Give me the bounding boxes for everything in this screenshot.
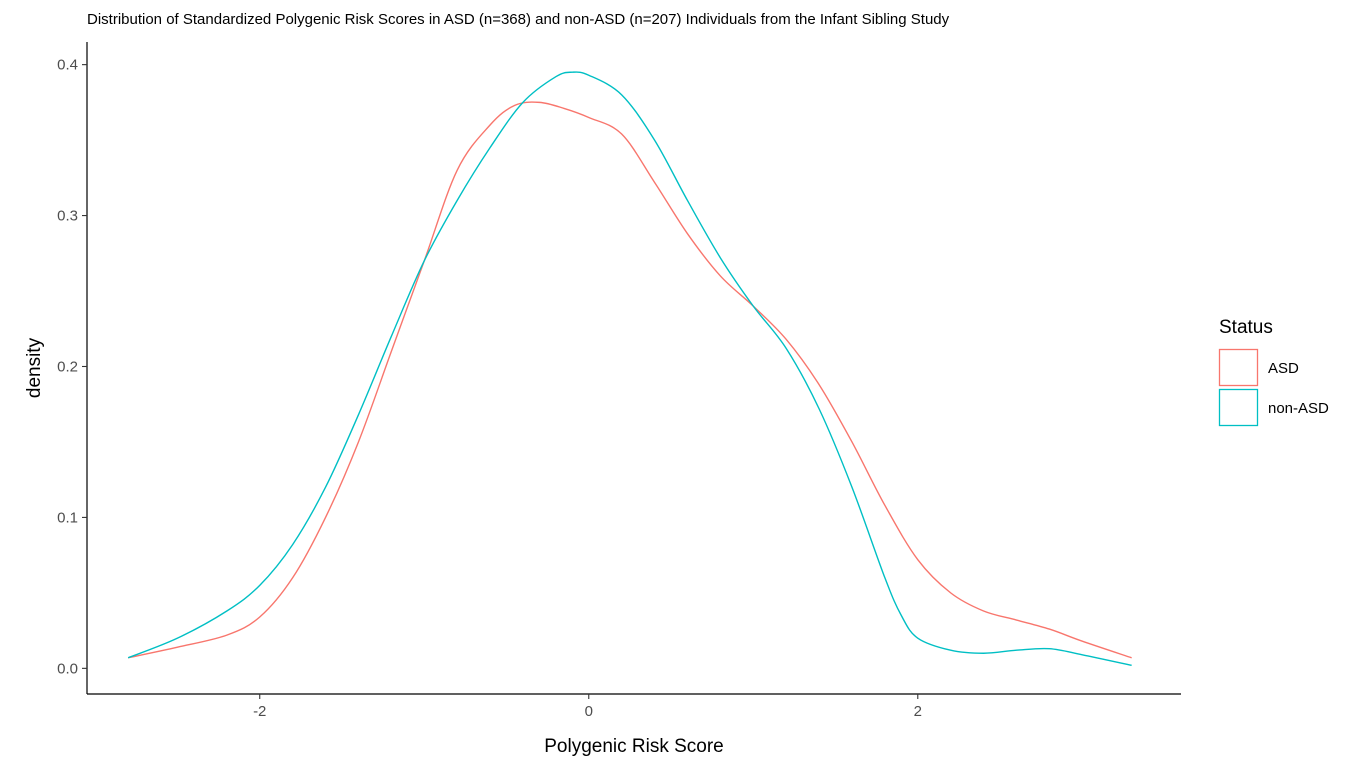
y-tick-label: 0.4 xyxy=(57,57,78,74)
y-tick-label: 0.2 xyxy=(57,358,78,375)
x-tick-label: 2 xyxy=(914,703,922,720)
legend-key-asd xyxy=(1218,348,1259,387)
legend: Status ASD non-ASD xyxy=(1218,317,1329,427)
x-axis-ticks: -2 0 2 xyxy=(253,694,922,720)
y-tick-label: 0.1 xyxy=(57,509,78,526)
legend-label-non-asd: non-ASD xyxy=(1268,400,1329,417)
y-tick-label: 0.3 xyxy=(57,208,78,225)
legend-title: Status xyxy=(1219,317,1273,338)
x-tick-label: -2 xyxy=(253,703,266,720)
x-axis-title: Polygenic Risk Score xyxy=(544,736,724,757)
x-tick-label: 0 xyxy=(585,703,593,720)
series-line-asd xyxy=(127,101,1132,659)
y-axis-title: density xyxy=(24,337,45,398)
y-axis-ticks: 0.0 0.1 0.2 0.3 0.4 xyxy=(57,57,87,677)
y-tick-label: 0.0 xyxy=(57,660,78,677)
series-line-non-asd xyxy=(127,71,1132,667)
plot-area xyxy=(127,71,1132,667)
legend-key-non-asd xyxy=(1218,388,1259,427)
legend-label-asd: ASD xyxy=(1268,360,1299,377)
chart-title: Distribution of Standardized Polygenic R… xyxy=(87,11,950,28)
